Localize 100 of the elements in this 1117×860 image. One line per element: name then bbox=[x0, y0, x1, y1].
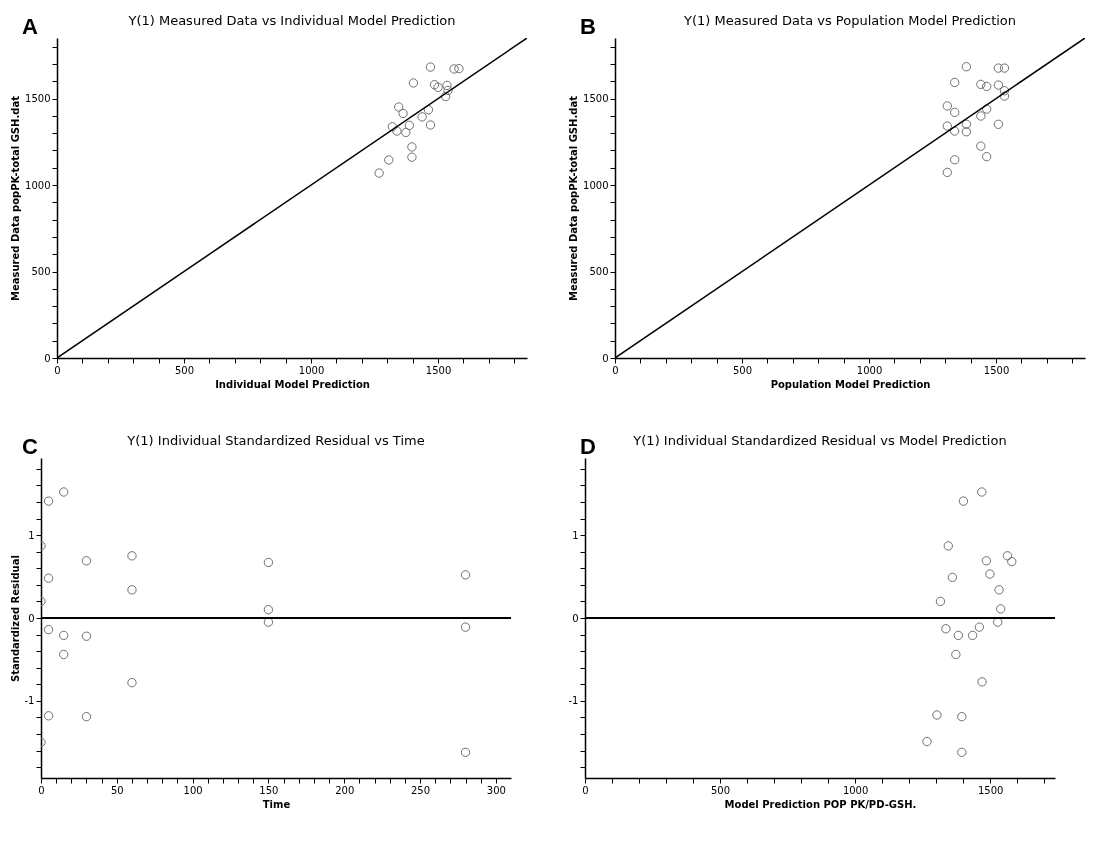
x-axis-title: Individual Model Prediction bbox=[215, 378, 370, 390]
y-axis-title: Standardized Residual bbox=[9, 555, 21, 682]
y-tick-label: 0 bbox=[602, 352, 609, 364]
y-tick-label: 1 bbox=[28, 529, 35, 541]
y-tick-label: 500 bbox=[31, 266, 51, 278]
text: A bbox=[22, 14, 38, 40]
point bbox=[263, 557, 274, 568]
y-tick-label: 1000 bbox=[583, 179, 609, 191]
point bbox=[59, 649, 69, 660]
y-tick-label: 1500 bbox=[25, 93, 51, 105]
y-tick-label: 500 bbox=[589, 266, 609, 278]
point bbox=[374, 168, 384, 178]
x-tick-label: 0 bbox=[612, 364, 619, 376]
y-tick-label: 1 bbox=[572, 529, 579, 541]
chart-title: Y(1) Measured Data vs Population Model Prediction bbox=[682, 13, 1017, 28]
text: B bbox=[580, 14, 596, 40]
point bbox=[404, 120, 415, 131]
point bbox=[961, 119, 972, 129]
x-tick-label: 1500 bbox=[977, 784, 1004, 796]
point bbox=[982, 81, 992, 92]
point bbox=[993, 119, 1004, 129]
point bbox=[957, 747, 967, 757]
point bbox=[949, 107, 960, 118]
x-axis-title: Population Model Prediction bbox=[770, 378, 931, 390]
point bbox=[976, 111, 986, 121]
point bbox=[949, 77, 960, 88]
point bbox=[443, 85, 453, 96]
x-tick-label: 200 bbox=[335, 784, 355, 796]
point bbox=[460, 622, 471, 632]
y-tick-label: 0 bbox=[44, 352, 51, 364]
point bbox=[977, 487, 987, 497]
y-tick-label: 0 bbox=[28, 612, 35, 624]
chart-title: Y(1) Individual Standardized Residual vs Time bbox=[126, 433, 425, 448]
point bbox=[442, 80, 452, 91]
point bbox=[976, 79, 986, 90]
point bbox=[127, 677, 137, 688]
point bbox=[59, 630, 69, 641]
point bbox=[81, 556, 92, 566]
y-tick-label: 0 bbox=[572, 612, 579, 624]
point bbox=[454, 63, 464, 74]
point bbox=[922, 736, 932, 747]
point bbox=[81, 631, 92, 641]
point bbox=[425, 62, 436, 72]
point bbox=[935, 596, 946, 607]
point bbox=[957, 711, 967, 722]
x-tick-label: 150 bbox=[259, 784, 279, 796]
point bbox=[127, 585, 137, 595]
point bbox=[460, 570, 471, 580]
point bbox=[394, 102, 404, 112]
x-axis-title: Time bbox=[262, 798, 291, 810]
point bbox=[961, 62, 972, 72]
point bbox=[401, 127, 411, 138]
point bbox=[263, 605, 274, 615]
x-tick-label: 1500 bbox=[983, 364, 1010, 376]
point bbox=[953, 630, 963, 641]
point bbox=[127, 551, 137, 561]
x-tick-label: 1500 bbox=[425, 364, 452, 376]
point bbox=[949, 126, 960, 136]
point bbox=[398, 108, 408, 119]
x-tick-label: 250 bbox=[410, 784, 431, 796]
x-tick-label: 1000 bbox=[856, 364, 883, 376]
point bbox=[994, 585, 1004, 595]
point bbox=[951, 649, 961, 660]
x-tick-label: 50 bbox=[110, 784, 124, 796]
x-tick-label: 500 bbox=[174, 364, 195, 376]
point bbox=[943, 541, 953, 551]
x-tick-label: 500 bbox=[711, 784, 731, 796]
point bbox=[993, 80, 1004, 90]
point bbox=[449, 64, 459, 74]
point bbox=[961, 127, 972, 137]
point bbox=[982, 104, 992, 114]
point bbox=[407, 142, 417, 152]
point bbox=[1007, 556, 1017, 567]
y-tick-label: 1500 bbox=[583, 93, 609, 105]
point bbox=[977, 677, 987, 687]
point bbox=[942, 167, 952, 178]
point bbox=[982, 151, 992, 162]
x-tick-label: 100 bbox=[183, 784, 203, 796]
x-tick-label: 0 bbox=[54, 364, 61, 376]
point bbox=[932, 710, 942, 720]
point bbox=[460, 747, 471, 757]
annotation: D bbox=[580, 434, 596, 460]
point bbox=[408, 78, 419, 88]
y-tick-label: -1 bbox=[568, 695, 579, 707]
point bbox=[993, 63, 1004, 73]
y-tick-label: 1000 bbox=[25, 179, 51, 191]
point bbox=[999, 86, 1010, 96]
chart-title: Y(1) Individual Standardized Residual vs Model Prediction bbox=[632, 433, 1007, 448]
point bbox=[425, 120, 436, 130]
point bbox=[429, 80, 440, 90]
y-axis-title: Measured Data popPK-total GSH.dat bbox=[568, 95, 580, 301]
point bbox=[417, 112, 427, 122]
point bbox=[423, 105, 434, 115]
point bbox=[81, 711, 92, 722]
point bbox=[387, 122, 398, 132]
point bbox=[942, 121, 952, 131]
x-tick-label: 1000 bbox=[842, 784, 869, 796]
point bbox=[43, 711, 54, 721]
y-axis-title: Measured Data popPK-total GSH.dat bbox=[10, 95, 22, 301]
point bbox=[999, 91, 1010, 101]
